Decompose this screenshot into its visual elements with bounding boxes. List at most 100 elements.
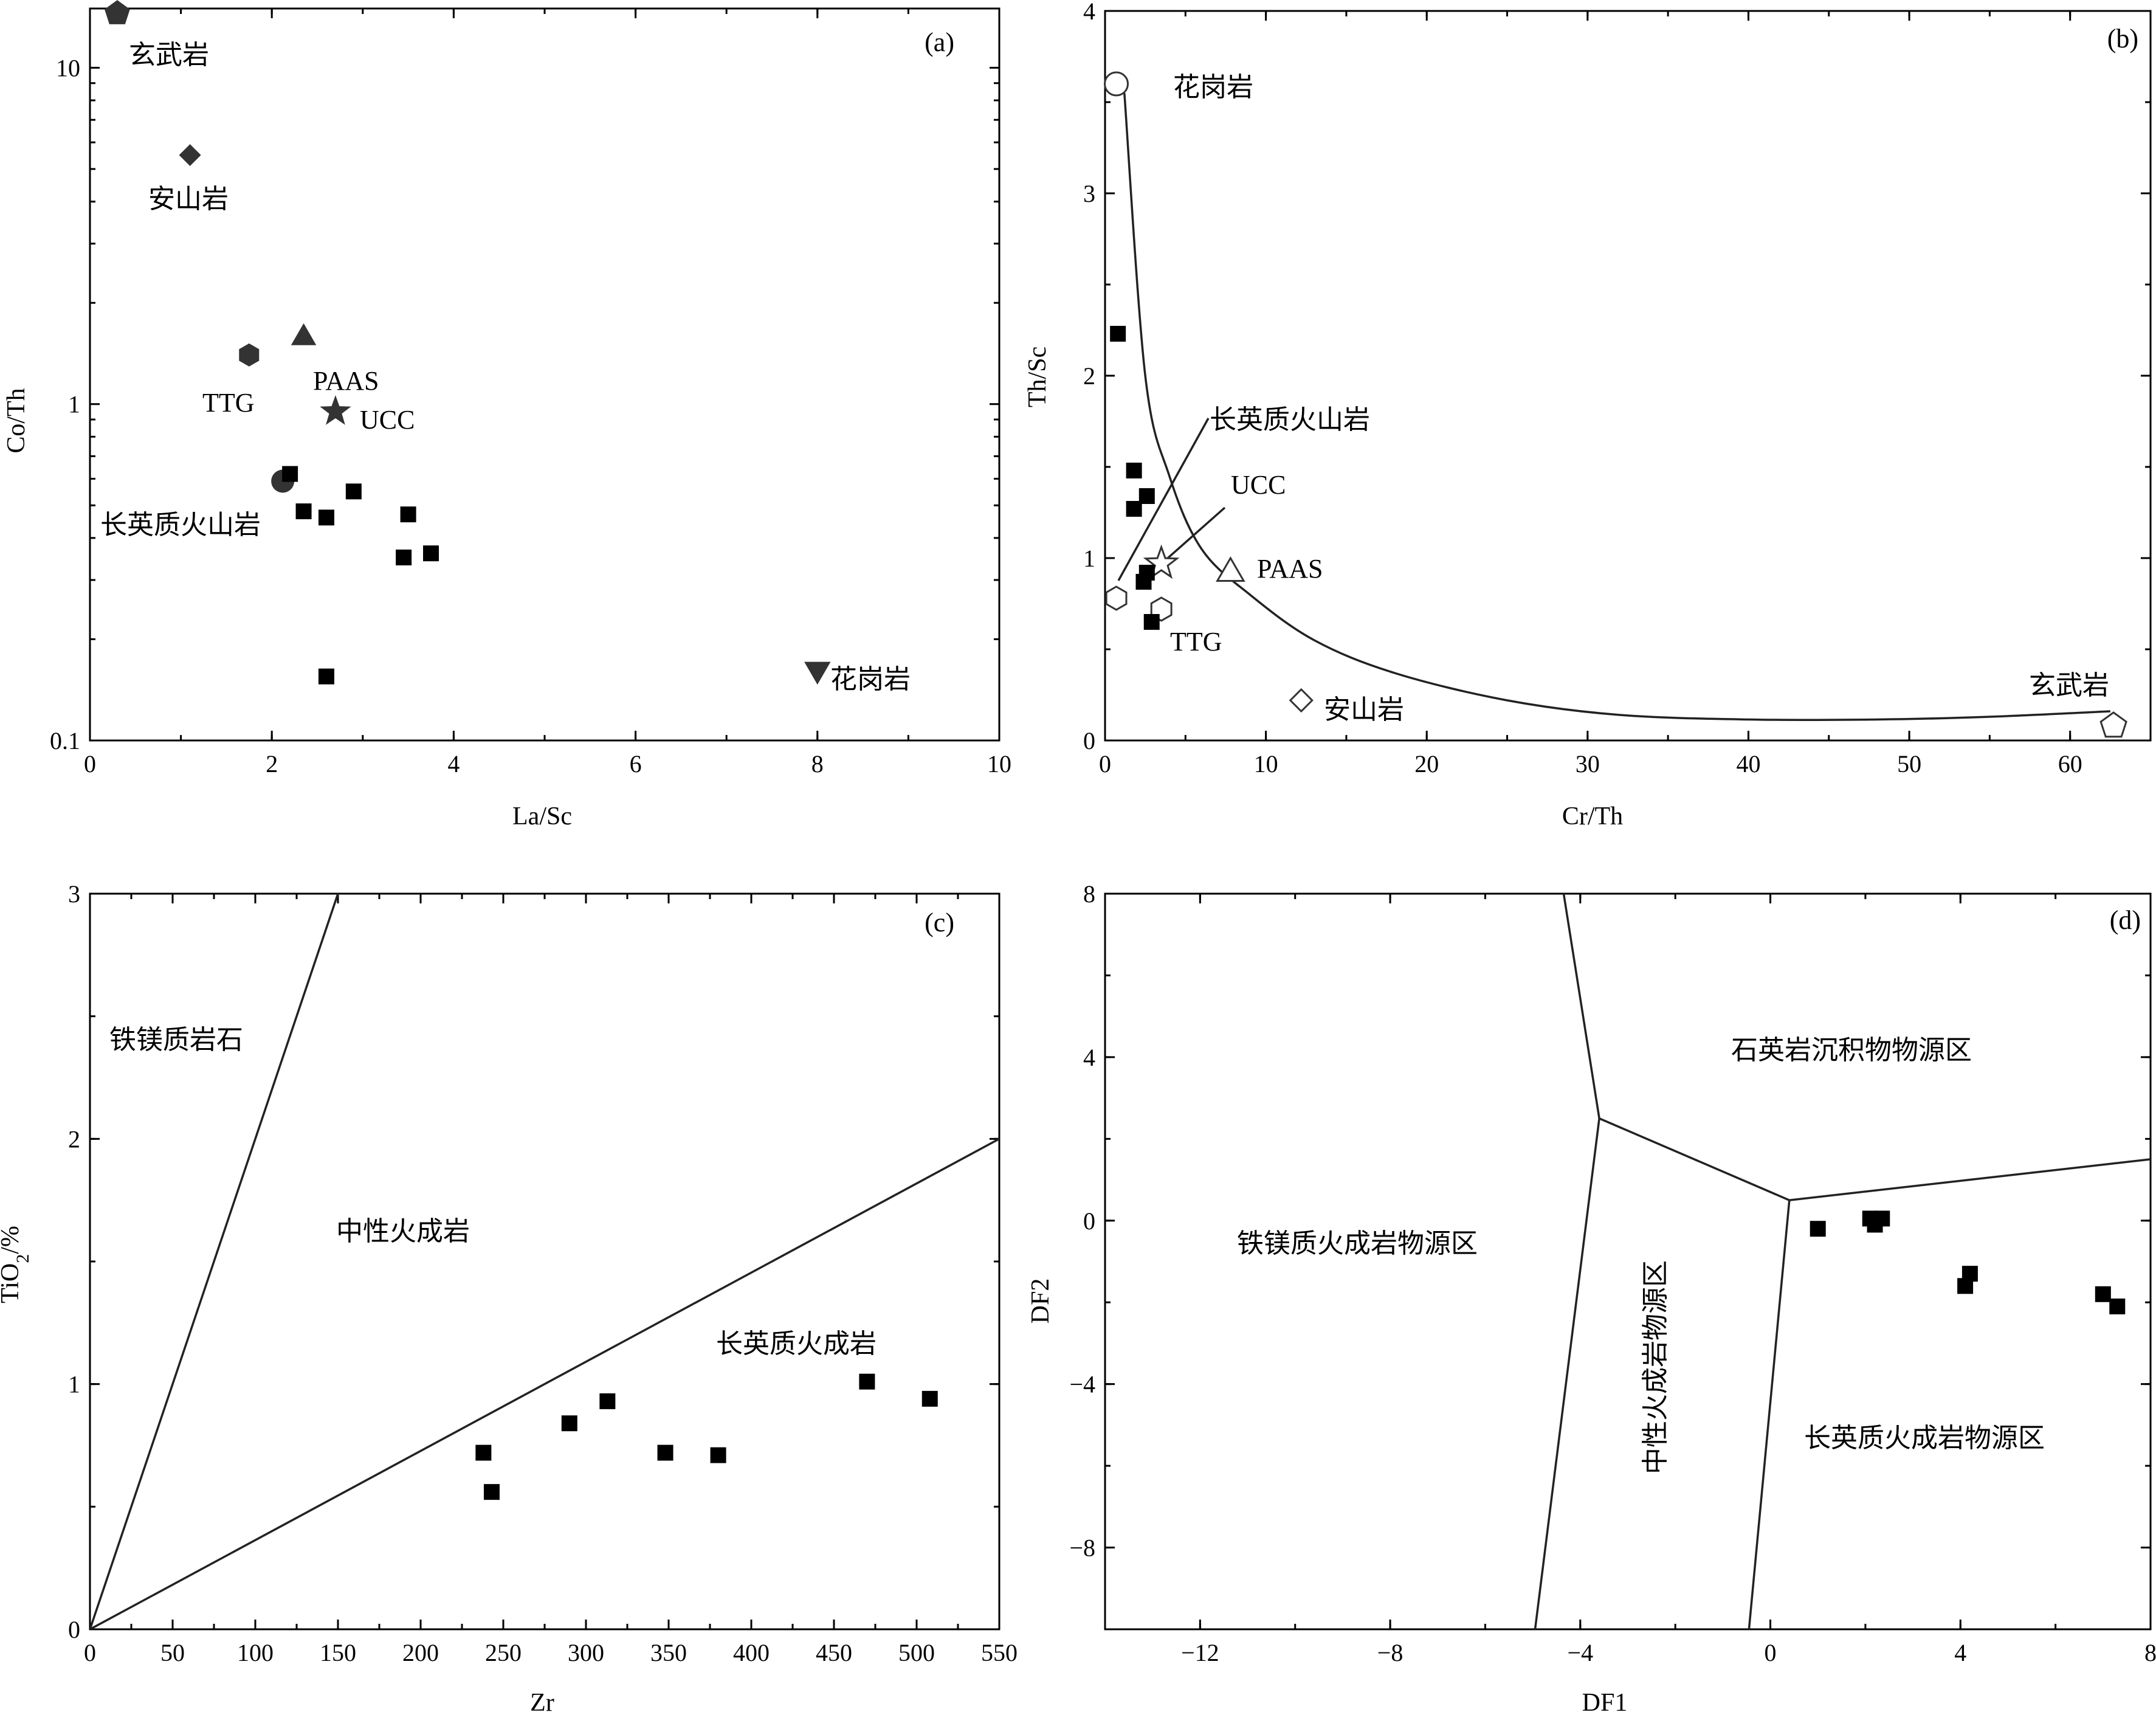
x-tick-label: 20 bbox=[1414, 750, 1439, 778]
x-axis-title-c: Zr bbox=[530, 1689, 554, 1715]
ref-label-andesite-b: 安山岩 bbox=[1324, 695, 1404, 725]
sample-point bbox=[396, 549, 412, 565]
x-tick-label: 10 bbox=[1254, 750, 1278, 778]
x-tick-label: 6 bbox=[630, 750, 642, 778]
x-tick-label: −8 bbox=[1377, 1639, 1403, 1666]
y-axis-title-a: Co/Th bbox=[2, 388, 30, 453]
y-tick-label: 0 bbox=[1083, 1207, 1095, 1235]
region-label-mafic-rock: 铁镁质岩石 bbox=[109, 1025, 243, 1055]
y-tick-label: 2 bbox=[68, 1125, 80, 1153]
sample-point bbox=[561, 1415, 577, 1432]
y-tick-label: −4 bbox=[1069, 1371, 1095, 1398]
ref-label-ttg: TTG bbox=[202, 388, 255, 418]
ref-label-ttg-b: TTG bbox=[1170, 627, 1222, 657]
plot-frame bbox=[89, 892, 1001, 1630]
y-axis-title-d: DF2 bbox=[1027, 1278, 1055, 1324]
ref-marker-pentagon-open bbox=[2099, 711, 2127, 738]
y-axis-title-b: Th/Sc bbox=[1024, 347, 1052, 407]
x-tick-label: 8 bbox=[2144, 1639, 2156, 1666]
plot-frame bbox=[89, 7, 1001, 742]
y-tick-label: 3 bbox=[1083, 180, 1095, 207]
x-tick-label: 4 bbox=[447, 750, 460, 778]
x-tick-label: 0 bbox=[1099, 750, 1111, 778]
sample-point bbox=[710, 1447, 726, 1463]
y-tick-label: 1 bbox=[68, 1371, 80, 1398]
sample-point bbox=[1143, 614, 1160, 630]
y-axis-title-c: TiO2/% bbox=[0, 1226, 33, 1303]
sample-point bbox=[345, 483, 362, 500]
ref-label-basalt-b: 玄武岩 bbox=[2029, 671, 2109, 700]
region-label-intermediate-igneous: 中性火成岩 bbox=[336, 1216, 470, 1246]
field-boundary-line bbox=[1562, 894, 2151, 1201]
x-tick-label: 50 bbox=[160, 1639, 185, 1666]
sample-point bbox=[400, 506, 416, 523]
ref-marker-triangle-down bbox=[804, 661, 831, 685]
panel-b: (b) Cr/Th Th/Sc 花岗岩 长英质火山岩 UCC PAAS TTG … bbox=[1024, 0, 2152, 830]
y-tick-label: 8 bbox=[1083, 880, 1095, 908]
sample-point bbox=[1135, 574, 1152, 590]
field-boundary-line bbox=[90, 1137, 999, 1629]
ref-label-andesite: 安山岩 bbox=[148, 184, 229, 214]
ref-marker-star bbox=[320, 395, 351, 425]
sample-point bbox=[475, 1444, 492, 1461]
region-label-quartzose-sediment: 石英岩沉积物物源区 bbox=[1731, 1035, 1972, 1065]
panel-label-a: (a) bbox=[925, 27, 954, 57]
x-tick-label: 350 bbox=[650, 1639, 687, 1666]
x-tick-label: 500 bbox=[898, 1639, 935, 1666]
sample-point bbox=[599, 1393, 616, 1409]
field-boundary-line bbox=[1748, 1200, 1791, 1629]
sample-point bbox=[423, 545, 439, 562]
sample-point bbox=[921, 1390, 938, 1407]
x-tick-label: 10 bbox=[987, 750, 1011, 778]
x-axis-title-a: La/Sc bbox=[512, 802, 572, 830]
ref-marker-pentagon bbox=[105, 0, 130, 24]
y-axis-title-c-main: TiO bbox=[0, 1263, 24, 1303]
sample-point bbox=[295, 503, 312, 520]
ref-label-felsic-volcanic-b: 长英质火山岩 bbox=[1210, 405, 1370, 435]
panel-c: (c) Zr TiO2/% 铁镁质岩石 中性火成岩 长英质火成岩 0 50 100 1… bbox=[0, 880, 1018, 1715]
leader-line bbox=[1117, 418, 1210, 581]
sample-point bbox=[318, 509, 334, 526]
region-label-felsic-igneous-source: 长英质火成岩物源区 bbox=[1804, 1423, 2045, 1453]
ref-marker-diamond bbox=[179, 144, 201, 167]
sample-point bbox=[1961, 1266, 1978, 1282]
sample-point bbox=[282, 466, 298, 482]
panel-label-c: (c) bbox=[925, 908, 954, 937]
sample-point bbox=[2109, 1298, 2126, 1314]
sample-point bbox=[483, 1484, 500, 1500]
ref-marker-star-open bbox=[1143, 544, 1180, 579]
ref-label-felsic-volcanic: 长英质火山岩 bbox=[100, 510, 261, 540]
x-tick-label: 200 bbox=[402, 1639, 439, 1666]
field-boundary-line bbox=[1534, 1118, 1600, 1629]
ref-marker-triangle-open bbox=[1216, 556, 1245, 582]
ref-marker-triangle-up bbox=[291, 323, 317, 345]
y-tick-label: 4 bbox=[1083, 0, 1095, 25]
x-tick-label: 4 bbox=[1954, 1639, 1966, 1666]
x-tick-label: 450 bbox=[816, 1639, 852, 1666]
plot-frame bbox=[1104, 892, 2152, 1630]
ref-marker-circle-open bbox=[1104, 71, 1129, 97]
sample-point bbox=[1810, 1221, 1826, 1237]
y-tick-label: 3 bbox=[68, 880, 80, 908]
region-label-intermediate-igneous-source: 中性火成岩物源区 bbox=[1641, 1260, 1670, 1474]
x-tick-label: 2 bbox=[266, 750, 278, 778]
x-tick-label: 550 bbox=[981, 1639, 1018, 1666]
region-label-felsic-igneous: 长英质火成岩 bbox=[716, 1329, 877, 1359]
x-tick-label: 400 bbox=[733, 1639, 770, 1666]
sample-point bbox=[657, 1444, 673, 1461]
y-tick-label: 4 bbox=[1083, 1044, 1095, 1071]
y-tick-label: 0 bbox=[68, 1616, 80, 1643]
x-tick-label: −4 bbox=[1568, 1639, 1594, 1666]
panel-label-d: (d) bbox=[2110, 905, 2141, 935]
plot-frame bbox=[1104, 10, 2152, 742]
ref-label-basalt: 玄武岩 bbox=[129, 40, 209, 70]
ref-label-ucc: UCC bbox=[360, 405, 415, 435]
x-tick-label: 60 bbox=[2058, 750, 2082, 778]
ref-marker-hexagon-open bbox=[1105, 585, 1128, 611]
panel-d: (d) DF1 DF2 石英岩沉积物物源区 铁镁质火成岩物源区 中性火成岩物源区… bbox=[1027, 880, 2156, 1715]
x-tick-label: 50 bbox=[1897, 750, 1921, 778]
ref-label-paas-b: PAAS bbox=[1257, 554, 1323, 584]
x-tick-label: 100 bbox=[237, 1639, 274, 1666]
ref-label-paas: PAAS bbox=[313, 366, 379, 396]
